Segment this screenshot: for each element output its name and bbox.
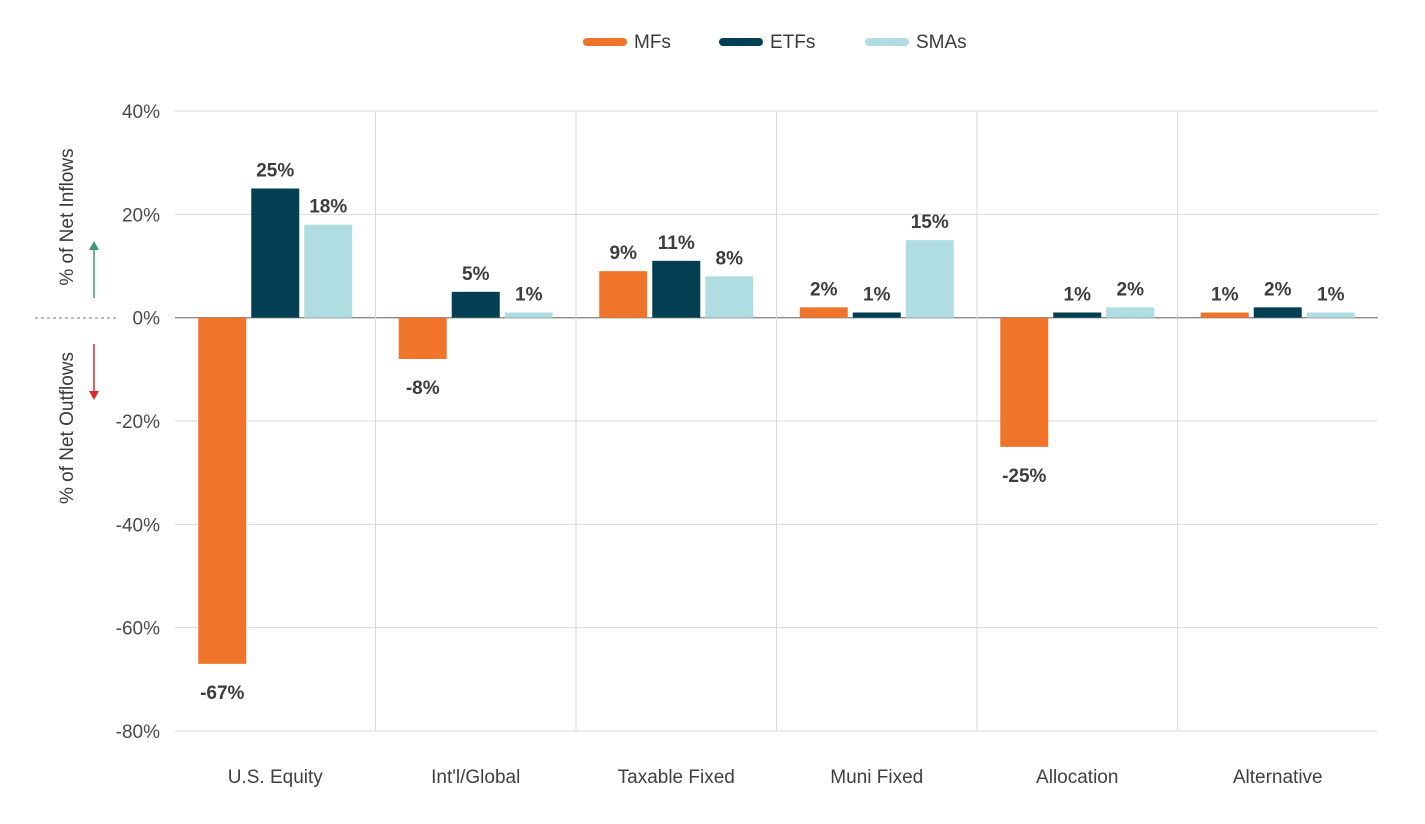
y-tick-label: -80% bbox=[116, 722, 160, 743]
legend-swatch-etfs bbox=[719, 38, 763, 46]
bar-etfs bbox=[652, 260, 701, 318]
data-label: 15% bbox=[911, 212, 949, 233]
data-label: 25% bbox=[256, 161, 294, 182]
x-category-label: Muni Fixed bbox=[830, 767, 923, 788]
bar-etfs bbox=[451, 291, 500, 318]
bar-etfs bbox=[251, 188, 300, 318]
data-label: -67% bbox=[200, 683, 244, 704]
y-axis-ticks: 40% 20% 0% -20% -40% -60% -80% bbox=[116, 102, 160, 743]
data-label: 1% bbox=[1064, 285, 1092, 306]
bar-etfs bbox=[1253, 307, 1302, 318]
bar-mfs bbox=[599, 271, 648, 318]
bar-smas bbox=[1106, 307, 1155, 318]
legend-label-smas: SMAs bbox=[916, 32, 967, 53]
data-label: 9% bbox=[610, 243, 638, 264]
y-tick-label: -40% bbox=[116, 515, 160, 536]
bar-mfs bbox=[799, 307, 848, 318]
bar-smas bbox=[905, 240, 954, 318]
legend-swatch-smas bbox=[865, 38, 909, 46]
outflow-arrow-icon bbox=[89, 344, 99, 400]
x-category-label: Alternative bbox=[1233, 767, 1323, 788]
y-tick-label: 0% bbox=[133, 309, 161, 330]
data-label: 1% bbox=[1211, 285, 1239, 306]
bar-mfs bbox=[1200, 312, 1249, 318]
x-axis-categories: U.S. Equity Int'l/Global Taxable Fixed Muni… bbox=[228, 767, 1323, 788]
data-label: 2% bbox=[1117, 279, 1145, 300]
y-axis-title-inflows: % of Net Inflows bbox=[57, 148, 78, 285]
data-label: -25% bbox=[1002, 466, 1046, 487]
data-label: 1% bbox=[515, 285, 543, 306]
y-tick-label: -20% bbox=[116, 412, 160, 433]
legend: MFs ETFs SMAs bbox=[583, 32, 967, 53]
bar-mfs bbox=[198, 317, 247, 664]
x-category-label: Int'l/Global bbox=[431, 767, 520, 788]
bar-mfs bbox=[1000, 317, 1049, 447]
x-category-label: Allocation bbox=[1036, 767, 1118, 788]
category-separators bbox=[375, 111, 1178, 731]
data-label: 1% bbox=[863, 285, 891, 306]
bars bbox=[198, 188, 1355, 664]
data-labels: -67% 25% 18% -8% 5% 1% 9% 11% 8% 2% 1% 15% -25% 1% 2% 1… bbox=[200, 161, 1345, 704]
data-label: -8% bbox=[406, 378, 440, 399]
legend-label-etfs: ETFs bbox=[770, 32, 815, 53]
data-label: 2% bbox=[810, 279, 838, 300]
data-label: 2% bbox=[1264, 279, 1292, 300]
data-label: 11% bbox=[658, 233, 695, 254]
bar-etfs bbox=[852, 312, 901, 318]
y-axis-title-outflows: % of Net Outflows bbox=[57, 352, 78, 504]
bar-smas bbox=[304, 224, 353, 318]
bar-mfs bbox=[398, 317, 447, 359]
y-tick-label: 20% bbox=[122, 205, 160, 226]
bar-smas bbox=[705, 276, 754, 318]
legend-label-mfs: MFs bbox=[634, 32, 671, 53]
bar-smas bbox=[504, 312, 553, 318]
bar-smas bbox=[1306, 312, 1355, 318]
y-tick-label: 40% bbox=[122, 102, 160, 123]
y-axis-titles: % of Net Inflows % of Net Outflows bbox=[35, 148, 118, 504]
data-label: 18% bbox=[309, 197, 347, 218]
bar-etfs bbox=[1053, 312, 1102, 318]
inflow-arrow-icon bbox=[89, 241, 99, 298]
x-category-label: Taxable Fixed bbox=[618, 767, 735, 788]
data-label: 5% bbox=[462, 264, 490, 285]
y-tick-label: -60% bbox=[116, 619, 160, 640]
x-category-label: U.S. Equity bbox=[228, 767, 324, 788]
data-label: 1% bbox=[1317, 285, 1345, 306]
data-label: 8% bbox=[716, 248, 744, 269]
legend-swatch-mfs bbox=[583, 38, 627, 46]
